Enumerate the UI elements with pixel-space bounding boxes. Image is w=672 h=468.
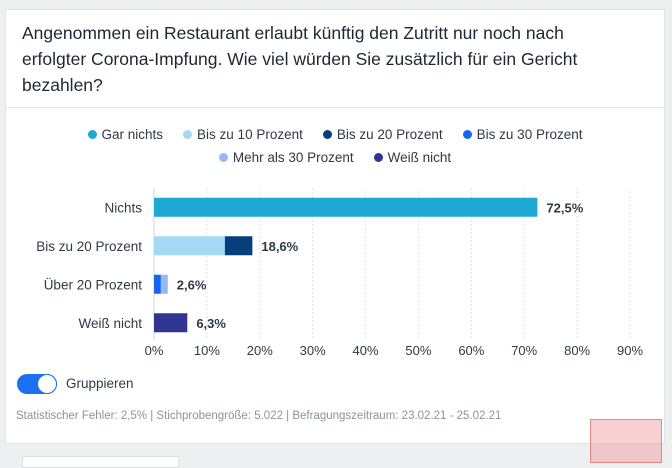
category-label: Über 20 Prozent <box>44 277 143 292</box>
divider <box>6 107 664 108</box>
x-tick-label: 30% <box>300 343 326 358</box>
category-label: Nichts <box>104 200 142 215</box>
legend-dot-icon <box>374 153 383 162</box>
bar-segment <box>154 313 187 332</box>
survey-footer: Statistischer Fehler: 2,5% | Stichproben… <box>16 410 501 422</box>
x-tick-label: 20% <box>247 343 273 358</box>
x-tick-label: 10% <box>194 343 220 358</box>
legend-item[interactable]: Bis zu 10 Prozent <box>183 123 303 146</box>
legend-label: Bis zu 30 Prozent <box>477 127 583 142</box>
group-toggle[interactable] <box>17 374 57 394</box>
chart-title: Angenommen ein Restaurant erlaubt künfti… <box>22 20 622 98</box>
data-label: 6,3% <box>196 316 226 331</box>
group-toggle-label: Gruppieren <box>66 376 134 391</box>
bottom-panel <box>22 456 179 468</box>
x-tick-label: 40% <box>353 343 379 358</box>
legend-item[interactable]: Bis zu 30 Prozent <box>463 123 583 146</box>
legend-item[interactable]: Mehr als 30 Prozent <box>219 146 354 169</box>
bar-segment <box>225 236 253 255</box>
legend-item[interactable]: Bis zu 20 Prozent <box>323 123 443 146</box>
toggle-knob <box>37 374 57 394</box>
legend-dot-icon <box>219 153 228 162</box>
data-label: 18,6% <box>261 239 298 254</box>
bar-segment <box>154 198 537 217</box>
data-label: 2,6% <box>177 277 207 292</box>
category-label: Bis zu 20 Prozent <box>36 239 142 254</box>
x-tick-label: 0% <box>145 343 164 358</box>
x-tick-label: 80% <box>564 343 590 358</box>
x-tick-label: 70% <box>511 343 537 358</box>
legend-item[interactable]: Weiß nicht <box>374 146 452 169</box>
legend-label: Gar nichts <box>102 127 164 142</box>
legend-dot-icon <box>88 130 97 139</box>
data-label: 72,5% <box>546 200 583 215</box>
legend: Gar nichts Bis zu 10 Prozent Bis zu 20 Pro… <box>6 123 664 169</box>
legend-dot-icon <box>463 130 472 139</box>
bar-segment <box>154 275 161 294</box>
legend-dot-icon <box>183 130 192 139</box>
legend-label: Bis zu 10 Prozent <box>197 127 303 142</box>
category-label: Weiß nicht <box>78 316 142 331</box>
legend-label: Mehr als 30 Prozent <box>233 150 354 165</box>
legend-label: Weiß nicht <box>388 150 452 165</box>
legend-dot-icon <box>323 130 332 139</box>
legend-label: Bis zu 20 Prozent <box>337 127 443 142</box>
bar-segment <box>154 236 225 255</box>
bar-chart: 0% 10% 20% 30% 40% 50% 60% 70% 80% 90% Nichts 72,5%… <box>0 180 672 365</box>
x-tick-label: 90% <box>617 343 643 358</box>
bar-segment <box>161 275 168 294</box>
legend-item[interactable]: Gar nichts <box>88 123 164 146</box>
watermark-stamp <box>590 419 662 463</box>
x-tick-label: 50% <box>405 343 431 358</box>
x-tick-label: 60% <box>458 343 484 358</box>
